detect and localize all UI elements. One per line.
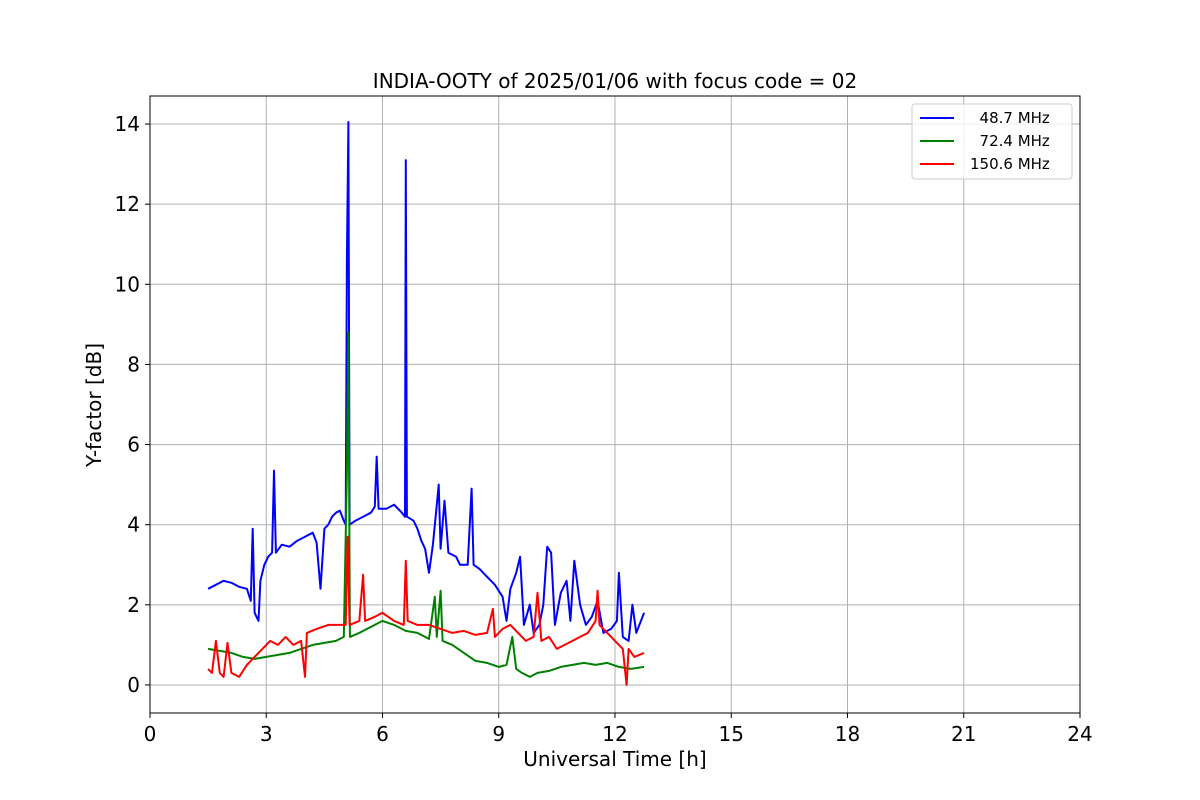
x-tick-label: 21 bbox=[951, 722, 976, 746]
y-tick-label: 12 bbox=[115, 192, 140, 216]
y-tick-label: 10 bbox=[115, 272, 140, 296]
y-axis-label: Y-factor [dB] bbox=[82, 343, 106, 468]
x-tick-label: 12 bbox=[602, 722, 627, 746]
y-tick-label: 0 bbox=[127, 673, 140, 697]
series-line-0 bbox=[207, 121, 646, 642]
x-tick-label: 18 bbox=[835, 722, 860, 746]
legend: 48.7 MHz 72.4 MHz 150.6 MHz bbox=[911, 103, 1073, 180]
y-tick-label: 14 bbox=[115, 112, 140, 136]
legend-box bbox=[911, 103, 1073, 180]
series-layer bbox=[207, 121, 646, 686]
x-axis-label: Universal Time [h] bbox=[523, 747, 706, 771]
series-line-2 bbox=[207, 535, 645, 686]
y-tick-label: 6 bbox=[127, 433, 140, 457]
y-tick-label: 4 bbox=[127, 513, 140, 537]
y-tick-label: 8 bbox=[127, 352, 140, 376]
chart-title: INDIA-OOTY of 2025/01/06 with focus code… bbox=[373, 69, 857, 93]
series-line-1 bbox=[207, 331, 645, 678]
legend-label: 72.4 MHz bbox=[970, 132, 1050, 150]
x-tick-label: 3 bbox=[260, 722, 273, 746]
y-tick-label: 2 bbox=[127, 593, 140, 617]
x-tick-label: 6 bbox=[376, 722, 389, 746]
legend-label: 48.7 MHz bbox=[970, 109, 1050, 127]
x-tick-label: 24 bbox=[1067, 722, 1092, 746]
legend-label: 150.6 MHz bbox=[970, 155, 1050, 173]
x-tick-label: 0 bbox=[144, 722, 157, 746]
x-tick-label: 9 bbox=[492, 722, 505, 746]
x-tick-label: 15 bbox=[719, 722, 744, 746]
